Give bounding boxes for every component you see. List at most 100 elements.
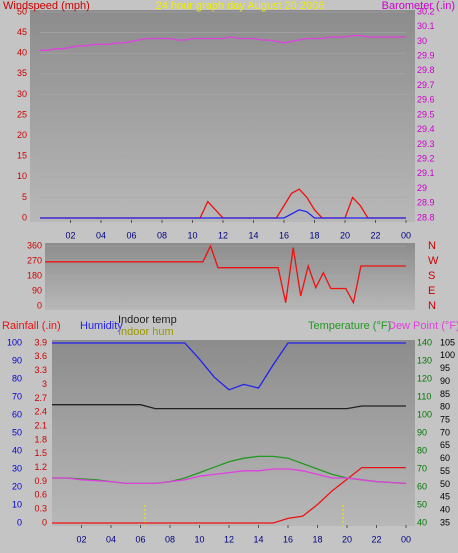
legend-entry: Humidity (80, 320, 123, 332)
y2-tick-label: 3.9 (34, 337, 47, 347)
y-tick-label: 30 (17, 89, 27, 99)
x-tick-label: 02 (65, 230, 75, 240)
y2-tick-label: 29.5 (417, 109, 435, 119)
plot-bg (30, 10, 415, 222)
x-tick-label: 08 (165, 534, 175, 544)
y2-tick-label: 29 (417, 183, 427, 193)
y2-tick-label: 0.3 (34, 504, 47, 514)
y-tick-label: 40 (12, 445, 22, 455)
y2-tick-label: 30 (417, 36, 427, 46)
y4-tick-label: 85 (440, 389, 450, 399)
x-tick-label: 10 (194, 534, 204, 544)
y2-tick-label: 29.1 (417, 168, 435, 178)
legend-entry: Indoor hum (118, 326, 174, 338)
legend-entry: Dew Point (°F) (388, 320, 458, 332)
y-tick-label: 80 (12, 373, 22, 383)
x-tick-label: 04 (106, 534, 116, 544)
y-tick-label: 90 (12, 355, 22, 365)
x-tick-label: 22 (370, 230, 380, 240)
y4-tick-label: 60 (440, 453, 450, 463)
y2-tick-label: 0.6 (34, 490, 47, 500)
y3-tick-label: 60 (417, 481, 427, 491)
y4-tick-label: 70 (440, 427, 450, 437)
y2-tick-label: 2.7 (34, 393, 47, 403)
y3-tick-label: 90 (417, 427, 427, 437)
series-line (52, 466, 406, 524)
y3-tick-label: 110 (417, 391, 431, 401)
y2-tick-label: 29.9 (417, 51, 435, 61)
x-tick-label: 00 (401, 230, 411, 240)
y4-tick-label: 55 (440, 466, 450, 476)
y2-axis-title: Barometer (.in) (382, 0, 455, 12)
y2-tick-label: 29.7 (417, 80, 435, 90)
y4-tick-label: 105 (440, 337, 455, 347)
y-tick-label: 0 (17, 517, 22, 527)
x-tick-label: 06 (126, 230, 136, 240)
chart-title: 24 hour graph day August 20 2006 (156, 0, 325, 12)
y2-tick-label: 0 (42, 517, 47, 527)
y2-tick-label: 3 (42, 379, 47, 389)
y2-tick-label: 29.3 (417, 139, 435, 149)
y4-tick-label: 95 (440, 363, 450, 373)
x-tick-label: 18 (312, 534, 322, 544)
y-tick-label: 180 (27, 270, 42, 280)
y-tick-label: 50 (17, 6, 27, 16)
y3-tick-label: 140 (417, 337, 432, 347)
y-tick-label: 5 (22, 192, 27, 202)
y2-tick-label: 28.9 (417, 198, 435, 208)
y4-tick-label: 80 (440, 402, 450, 412)
series-line (52, 404, 406, 410)
x-tick-label: 00 (401, 534, 411, 544)
y2-tick-label: 29.4 (417, 124, 435, 134)
legend-entry: Temperature (°F) (308, 320, 391, 332)
x-tick-label: 06 (135, 534, 145, 544)
x-tick-label: 10 (187, 230, 197, 240)
y4-tick-label: 40 (440, 505, 450, 515)
y4-tick-label: 45 (440, 492, 450, 502)
x-tick-label: 20 (342, 534, 352, 544)
y-tick-label: 15 (17, 151, 27, 161)
y3-tick-label: 80 (417, 445, 427, 455)
series-line (40, 34, 406, 51)
y2-tick-label: N (428, 300, 436, 312)
y2-tick-label: 2.4 (34, 407, 47, 417)
y3-tick-label: 50 (417, 499, 427, 509)
series-line (52, 468, 407, 485)
y2-tick-label: 0.9 (34, 476, 47, 486)
y2-tick-label: E (428, 285, 435, 297)
y3-tick-label: 120 (417, 373, 432, 383)
series-line (45, 244, 406, 305)
y2-tick-label: W (428, 255, 439, 267)
y-tick-label: 40 (17, 48, 27, 58)
plot-bg (52, 340, 415, 526)
y-tick-label: 20 (17, 130, 27, 140)
y-tick-label: 50 (12, 427, 22, 437)
y-tick-label: 0 (37, 300, 42, 310)
x-tick-label: 04 (96, 230, 106, 240)
y2-tick-label: 3.6 (34, 351, 47, 361)
y-tick-label: 10 (17, 171, 27, 181)
x-tick-label: 14 (248, 230, 258, 240)
y-tick-label: 25 (17, 109, 27, 119)
y-tick-label: 35 (17, 68, 27, 78)
x-tick-label: 20 (340, 230, 350, 240)
y2-tick-label: 1.2 (34, 462, 47, 472)
y2-tick-label: 3.3 (34, 365, 47, 375)
x-tick-label: 14 (253, 534, 263, 544)
x-tick-label: 12 (218, 230, 228, 240)
y-tick-label: 100 (7, 337, 22, 347)
y2-tick-label: 29.6 (417, 95, 435, 105)
y3-tick-label: 70 (417, 463, 427, 473)
x-tick-label: 22 (371, 534, 381, 544)
y4-tick-label: 65 (440, 440, 450, 450)
y4-tick-label: 100 (440, 350, 455, 360)
y2-tick-label: 30.1 (417, 21, 435, 31)
y-tick-label: 0 (22, 212, 27, 222)
y-tick-label: 20 (12, 481, 22, 491)
y-tick-label: 360 (27, 240, 42, 250)
y-tick-label: 10 (12, 499, 22, 509)
y2-tick-label: 28.8 (417, 212, 435, 222)
y-axis-title: Windspeed (mph) (3, 0, 90, 12)
y4-tick-label: 35 (440, 517, 450, 527)
